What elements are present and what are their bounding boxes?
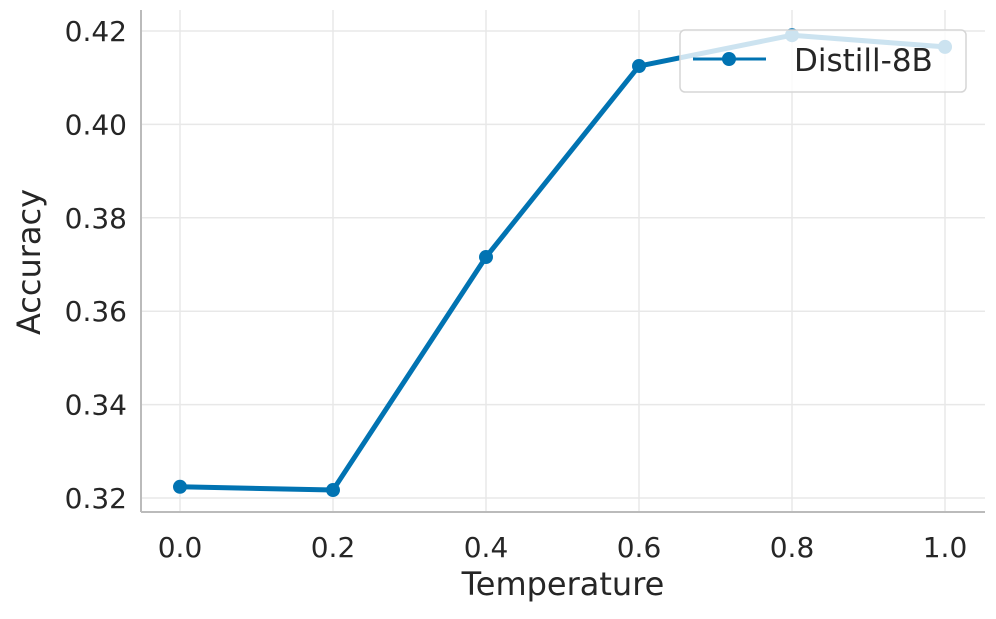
y-tick-label: 0.32 bbox=[65, 482, 127, 515]
y-tick-labels: 0.32 0.34 0.36 0.38 0.40 0.42 bbox=[65, 15, 127, 515]
data-point bbox=[479, 250, 493, 265]
legend-dot-marker bbox=[722, 52, 736, 66]
data-point bbox=[326, 483, 340, 498]
y-tick-label: 0.42 bbox=[65, 15, 127, 48]
x-tick-label: 1.0 bbox=[923, 531, 968, 564]
y-axis-label: Accuracy bbox=[10, 189, 48, 335]
y-tick-label: 0.38 bbox=[65, 202, 127, 235]
x-tick-labels: 0.0 0.2 0.4 0.6 0.8 1.0 bbox=[158, 531, 968, 564]
y-tick-label: 0.34 bbox=[65, 389, 127, 422]
x-tick-label: 0.2 bbox=[311, 531, 356, 564]
legend-box bbox=[679, 29, 967, 93]
legend: Distill-8B bbox=[679, 29, 967, 93]
x-tick-label: 0.4 bbox=[464, 531, 509, 564]
x-tick-label: 0.8 bbox=[770, 531, 815, 564]
x-tick-label: 0.0 bbox=[158, 531, 203, 564]
y-tick-label: 0.36 bbox=[65, 295, 127, 328]
y-tick-label: 0.40 bbox=[65, 108, 127, 141]
series-line bbox=[179, 32, 946, 493]
series-group bbox=[173, 28, 952, 498]
legend-label: Distill-8B bbox=[794, 43, 933, 79]
x-axis-label: Temperature bbox=[461, 565, 665, 603]
data-point bbox=[632, 59, 646, 74]
data-point bbox=[173, 479, 187, 494]
x-tick-label: 0.6 bbox=[617, 531, 662, 564]
grid bbox=[141, 10, 985, 512]
